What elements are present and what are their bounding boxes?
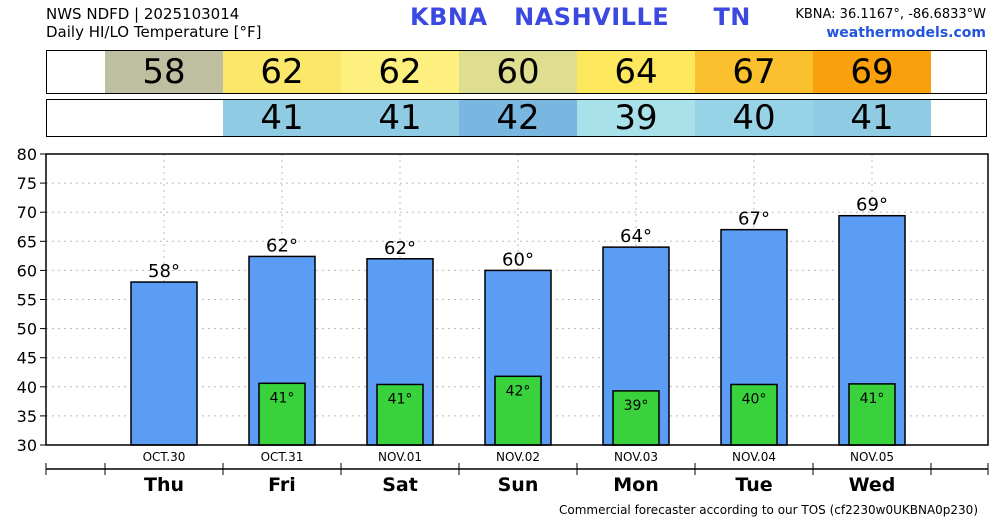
station-city: NASHVILLE <box>514 3 670 31</box>
high-bar-label: 62° <box>384 238 416 259</box>
date-label: OCT.30 <box>143 450 186 464</box>
temperature-chart: 30 35 40 45 50 55 60 65 70 75 80 58° 62° 41° 62° 41° 60°… <box>17 145 989 496</box>
day-label: Fri <box>268 474 296 496</box>
low-cell-4: 39 <box>577 98 695 138</box>
y-tick-label: 60 <box>17 261 37 280</box>
y-tick-label: 50 <box>17 320 37 339</box>
low-bar-label: 39° <box>624 398 649 414</box>
y-tick-label: 55 <box>17 291 37 310</box>
y-tick-label: 45 <box>17 349 37 368</box>
date-label: NOV.02 <box>496 450 540 464</box>
date-label: NOV.04 <box>732 450 776 464</box>
low-bar <box>730 383 778 446</box>
header-right: KBNA: 36.1167°, -86.6833°W weathermodels… <box>795 6 986 42</box>
high-bar-label: 69° <box>856 195 888 216</box>
day-label: Wed <box>849 474 896 496</box>
low-bar-label: 41° <box>860 391 885 407</box>
low-bar-label: 41° <box>270 390 295 406</box>
y-tick-label: 35 <box>17 407 37 426</box>
low-cell-5: 40 <box>695 98 813 138</box>
day-label: Sun <box>498 474 539 496</box>
site-link[interactable]: weathermodels.com <box>826 25 986 41</box>
high-bar-label: 64° <box>620 226 652 247</box>
low-cell-3: 42 <box>459 98 577 138</box>
high-cell-3: 60 <box>459 51 577 93</box>
high-cell-5: 67 <box>695 51 813 93</box>
high-bar-label: 60° <box>502 249 534 270</box>
low-bar <box>848 383 896 446</box>
station-code: KBNA <box>410 3 488 31</box>
lows-strip: 41 41 42 39 40 41 <box>46 98 987 138</box>
station-coords: KBNA: 36.1167°, -86.6833°W <box>795 7 986 22</box>
low-bar-label: 42° <box>506 383 531 399</box>
day-label: Mon <box>613 474 659 496</box>
header-left: NWS NDFD | 2025103014 Daily HI/LO Temper… <box>46 5 262 41</box>
y-tick-label: 75 <box>17 174 37 193</box>
low-bar-label: 40° <box>742 391 767 407</box>
low-cell-1: 41 <box>223 98 341 138</box>
low-bar <box>258 382 306 446</box>
high-bar-label: 67° <box>738 209 770 230</box>
date-label: OCT.31 <box>261 450 304 464</box>
y-tick-label: 70 <box>17 203 37 222</box>
model-run-label: NWS NDFD | 2025103014 <box>46 5 240 23</box>
low-bar-label: 41° <box>388 391 413 407</box>
high-cell-6: 69 <box>813 51 931 93</box>
low-cell-6: 41 <box>813 98 931 138</box>
high-bar-label: 58° <box>148 261 180 282</box>
high-bar-label: 62° <box>266 235 298 256</box>
high-cell-0: 58 <box>105 51 223 93</box>
high-bar <box>130 281 198 446</box>
plot-frame <box>45 153 989 446</box>
footer-note: Commercial forecaster according to our T… <box>558 503 978 517</box>
y-tick-label: 30 <box>17 436 37 455</box>
station-state: TN <box>713 3 751 31</box>
low-bar <box>612 390 660 446</box>
high-cell-2: 62 <box>341 51 459 93</box>
date-label: NOV.01 <box>378 450 422 464</box>
y-tick-label: 80 <box>17 145 37 164</box>
y-tick-label: 65 <box>17 232 37 251</box>
date-label: NOV.05 <box>850 450 894 464</box>
station-title: KBNA NASHVILLE TN <box>410 5 751 29</box>
day-label: Sat <box>382 474 418 496</box>
high-cell-1: 62 <box>223 51 341 93</box>
low-bar <box>376 383 424 446</box>
low-cell-0 <box>105 100 223 136</box>
product-label: Daily HI/LO Temperature [°F] <box>46 23 262 41</box>
y-tick-label: 40 <box>17 378 37 397</box>
highs-strip: 58 62 62 60 64 67 69 <box>46 50 987 94</box>
day-label: Thu <box>144 474 184 496</box>
high-cell-4: 64 <box>577 51 695 93</box>
date-label: NOV.03 <box>614 450 658 464</box>
low-cell-2: 41 <box>341 98 459 138</box>
day-label: Tue <box>735 474 772 496</box>
